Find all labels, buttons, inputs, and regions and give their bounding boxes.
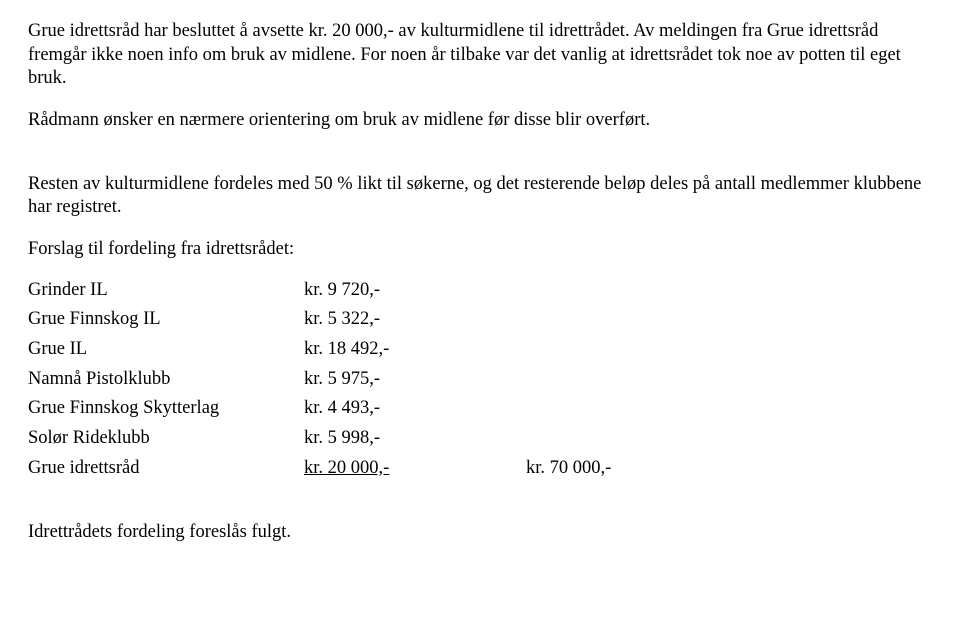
allocation-amount: kr. 5 998,-	[304, 424, 526, 454]
paragraph-intro-2: Rådmann ønsker en nærmere orientering om…	[28, 109, 932, 133]
allocation-amount: kr. 5 975,-	[304, 365, 526, 395]
allocation-extra	[526, 424, 706, 454]
allocation-amount: kr. 18 492,-	[304, 335, 526, 365]
table-row: Solør Rideklubbkr. 5 998,-	[28, 424, 706, 454]
paragraph-distribution: Resten av kulturmidlene fordeles med 50 …	[28, 173, 932, 220]
allocation-name: Grue IL	[28, 335, 304, 365]
allocation-extra	[526, 365, 706, 395]
allocation-amount: kr. 20 000,-	[304, 454, 526, 484]
allocation-name: Grinder IL	[28, 276, 304, 306]
allocation-name: Solør Rideklubb	[28, 424, 304, 454]
allocation-amount: kr. 5 322,-	[304, 305, 526, 335]
table-row: Grue Finnskog ILkr. 5 322,-	[28, 305, 706, 335]
allocation-extra	[526, 335, 706, 365]
allocation-name: Grue Finnskog Skytterlag	[28, 394, 304, 424]
table-row: Grue idrettsrådkr. 20 000,-kr. 70 000,-	[28, 454, 706, 484]
closing-paragraph: Idrettrådets fordeling foreslås fulgt.	[28, 521, 932, 545]
allocation-amount: kr. 9 720,-	[304, 276, 526, 306]
allocation-name: Namnå Pistolklubb	[28, 365, 304, 395]
allocation-extra	[526, 394, 706, 424]
allocation-name: Grue idrettsråd	[28, 454, 304, 484]
allocation-extra	[526, 305, 706, 335]
allocation-extra: kr. 70 000,-	[526, 454, 706, 484]
table-row: Namnå Pistolklubbkr. 5 975,-	[28, 365, 706, 395]
paragraph-intro-1: Grue idrettsråd har besluttet å avsette …	[28, 20, 932, 91]
table-row: Grue Finnskog Skytterlagkr. 4 493,-	[28, 394, 706, 424]
forslag-title: Forslag til fordeling fra idrettsrådet:	[28, 238, 932, 262]
allocation-amount: kr. 4 493,-	[304, 394, 526, 424]
allocation-extra	[526, 276, 706, 306]
allocations-table: Grinder ILkr. 9 720,-Grue Finnskog ILkr.…	[28, 276, 706, 484]
allocation-name: Grue Finnskog IL	[28, 305, 304, 335]
table-row: Grinder ILkr. 9 720,-	[28, 276, 706, 306]
table-row: Grue ILkr. 18 492,-	[28, 335, 706, 365]
